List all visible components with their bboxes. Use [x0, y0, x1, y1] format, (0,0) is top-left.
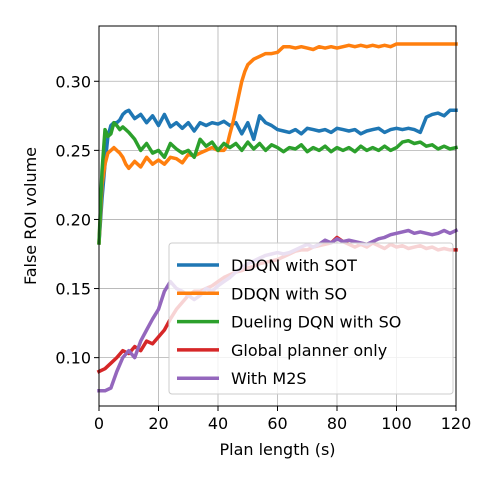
y-tick-label: 0.10 [55, 349, 91, 368]
x-tick-label: 0 [94, 414, 104, 433]
x-tick-label: 120 [441, 414, 472, 433]
legend-label: Global planner only [231, 341, 387, 360]
y-tick-label: 0.15 [55, 280, 91, 299]
y-tick-label: 0.25 [55, 141, 91, 160]
x-axis: 0 20 40 60 80 100 120 [94, 406, 471, 433]
x-tick-label: 40 [208, 414, 228, 433]
x-tick-label: 80 [327, 414, 347, 433]
legend-label: DDQN with SO [231, 284, 347, 303]
legend: DDQN with SOT DDQN with SO Dueling DQN wit… [168, 242, 454, 395]
series-line-dueling-dqn-with-so [97, 120, 459, 245]
grid [98, 26, 457, 406]
legend-label: DDQN with SOT [231, 256, 357, 275]
x-tick-label: 20 [148, 414, 168, 433]
legend-label: Dueling DQN with SO [231, 313, 401, 332]
y-axis-title: False ROI volume [21, 147, 40, 285]
legend-label: With M2S [231, 369, 307, 388]
y-tick-label: 0.30 [55, 72, 91, 91]
x-tick-label: 60 [267, 414, 287, 433]
x-axis-title: Plan length (s) [219, 440, 335, 459]
series-line-ddqn-with-sot [97, 108, 458, 245]
legend-box [168, 242, 454, 395]
y-axis: 0.10 0.15 0.20 0.25 0.30 [55, 72, 99, 368]
y-tick-label: 0.20 [55, 210, 91, 229]
series-line-ddqn-with-so [97, 42, 458, 245]
x-tick-label: 100 [381, 414, 412, 433]
